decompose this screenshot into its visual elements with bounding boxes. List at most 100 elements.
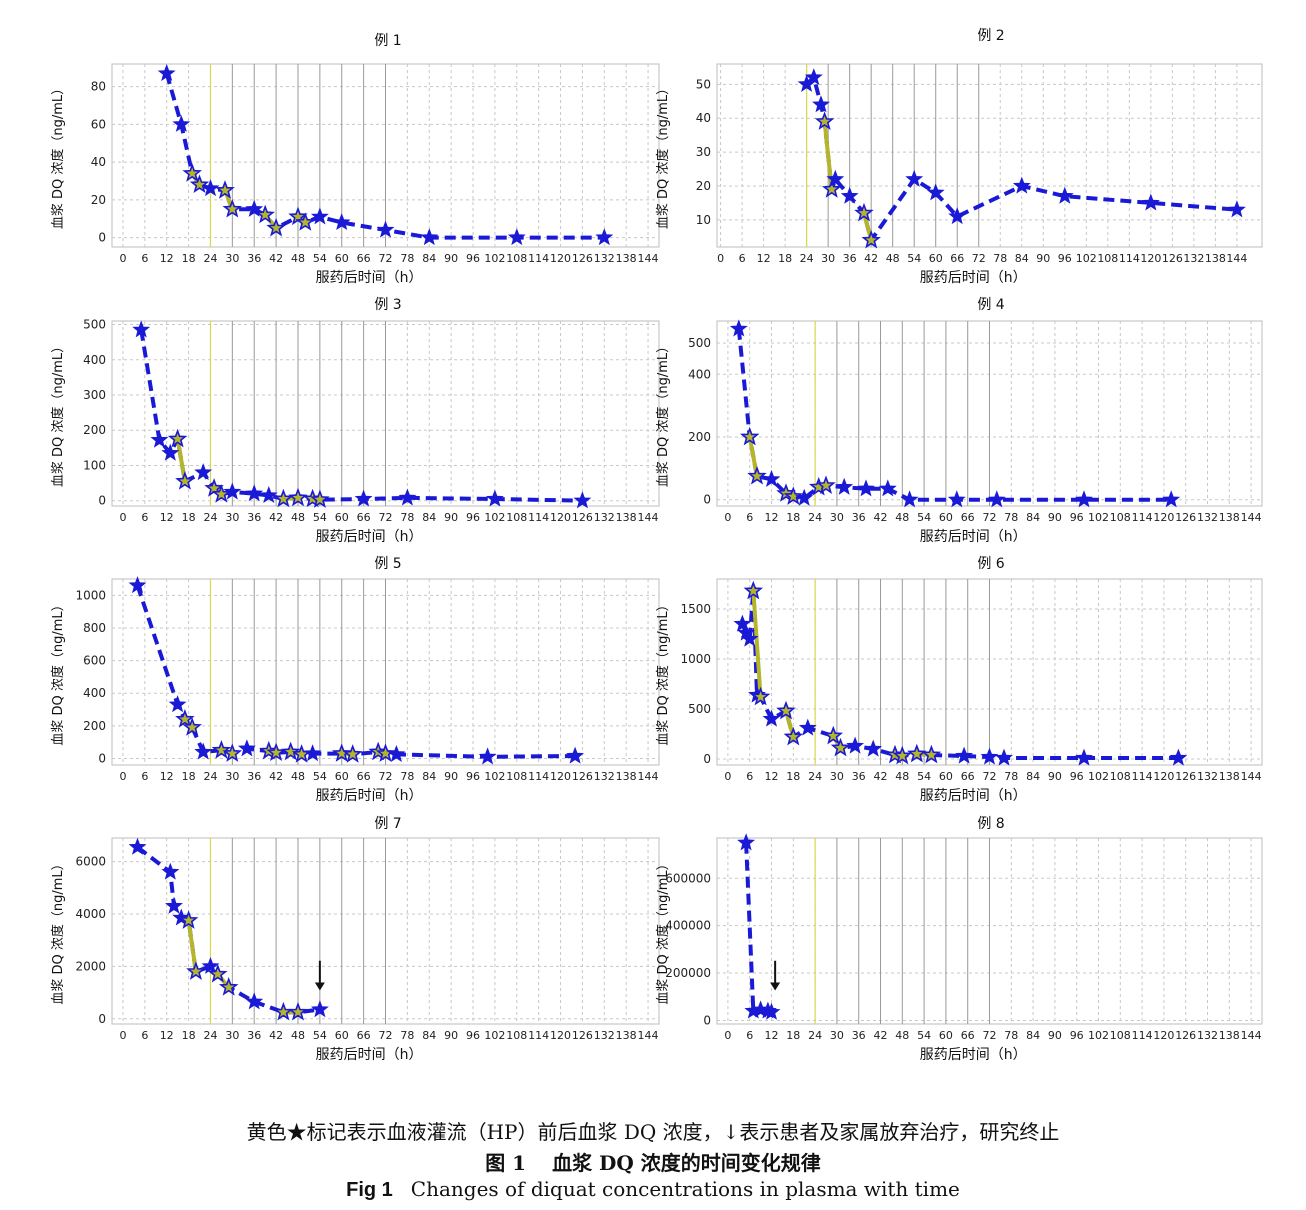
x-tick-label: 12: [765, 511, 779, 524]
x-tick-label: 114: [1132, 511, 1153, 524]
x-tick-label: 102: [484, 511, 505, 524]
x-tick-label: 84: [1015, 252, 1029, 265]
x-tick-label: 24: [203, 511, 217, 524]
figure-label-en: Fig 1: [346, 1179, 393, 1201]
x-tick-label: 48: [895, 770, 909, 783]
x-tick-label: 78: [993, 252, 1007, 265]
x-tick-label: 66: [357, 1029, 371, 1042]
hp-star-marker: [288, 1001, 308, 1021]
x-tick-label: 30: [821, 252, 835, 265]
x-axis-label: 服药后时间（h）: [920, 529, 1027, 545]
x-tick-label: 84: [1026, 511, 1040, 524]
star-marker: [987, 490, 1006, 508]
x-tick-label: 24: [203, 252, 217, 265]
hp-star-marker: [273, 488, 294, 508]
x-tick-label: 42: [269, 511, 283, 524]
star-marker: [387, 745, 406, 763]
x-tick-label: 42: [269, 1029, 283, 1042]
y-tick-label: 500: [83, 318, 106, 332]
x-tick-label: 24: [808, 511, 822, 524]
x-tick-label: 102: [1076, 252, 1097, 265]
star-marker: [737, 833, 756, 851]
y-tick-label: 0: [98, 1012, 106, 1026]
y-tick-label: 20: [91, 193, 106, 207]
x-tick-label: 96: [466, 511, 480, 524]
x-tick-label: 36: [843, 252, 857, 265]
x-tick-label: 114: [1132, 770, 1153, 783]
x-tick-label: 72: [379, 252, 393, 265]
x-tick-label: 96: [466, 1029, 480, 1042]
x-tick-label: 108: [1097, 252, 1118, 265]
y-tick-label: 200: [83, 719, 106, 733]
x-tick-label: 54: [917, 1029, 931, 1042]
x-axis-label: 服药后时间（h）: [920, 270, 1027, 286]
star-marker: [132, 320, 151, 338]
x-tick-label: 6: [141, 252, 148, 265]
y-tick-label: 1000: [680, 652, 711, 666]
x-tick-label: 72: [983, 770, 997, 783]
x-tick-label: 48: [291, 1029, 305, 1042]
x-tick-label: 36: [247, 511, 261, 524]
x-tick-label: 108: [506, 1029, 527, 1042]
x-tick-label: 84: [422, 511, 436, 524]
x-axis-label: 服药后时间（h）: [316, 788, 423, 804]
x-tick-label: 96: [466, 770, 480, 783]
hp-star-marker: [175, 471, 195, 490]
x-tick-label: 90: [1036, 252, 1050, 265]
star-marker: [1162, 490, 1181, 508]
y-axis-label: 血浆 DQ 浓度（ng/mL）: [655, 340, 671, 487]
x-tick-label: 12: [160, 1029, 174, 1042]
star-marker: [566, 746, 585, 764]
x-tick-label: 66: [961, 1029, 975, 1042]
star-marker: [201, 179, 220, 197]
y-tick-label: 10: [696, 213, 711, 227]
x-tick-label: 72: [972, 252, 986, 265]
x-axis-label: 服药后时间（h）: [316, 529, 423, 545]
chart-title: 例 2: [977, 28, 1004, 44]
chart-panel-7: 0 2000 4000 6000 0 6 12 18 24 30 36 42 48 54 60 66 72 78 8…: [50, 816, 660, 1063]
star-marker: [995, 748, 1013, 766]
x-tick-label: 48: [291, 511, 305, 524]
x-tick-label: 0: [724, 511, 731, 524]
x-tick-label: 12: [765, 1029, 779, 1042]
star-marker: [161, 862, 180, 880]
x-tick-label: 0: [119, 511, 126, 524]
x-tick-label: 78: [400, 770, 414, 783]
x-tick-label: 36: [247, 252, 261, 265]
y-tick-label: 300: [83, 388, 106, 402]
x-tick-label: 102: [1088, 1029, 1109, 1042]
x-tick-label: 54: [907, 252, 921, 265]
hp-star-marker: [189, 174, 210, 194]
hp-star-marker: [854, 202, 874, 222]
x-tick-label: 24: [800, 252, 814, 265]
y-tick-label: 200000: [665, 966, 711, 980]
x-tick-label: 6: [746, 511, 753, 524]
x-tick-label: 132: [1197, 770, 1218, 783]
star-marker: [762, 1002, 781, 1020]
x-tick-label: 42: [269, 252, 283, 265]
x-tick-label: 138: [1219, 770, 1240, 783]
x-tick-label: 138: [616, 1029, 637, 1042]
x-axis-label: 服药后时间（h）: [316, 1047, 423, 1063]
chart-title: 例 4: [977, 297, 1004, 313]
x-tick-label: 120: [550, 511, 571, 524]
star-marker: [980, 747, 999, 765]
hp-star-marker: [892, 745, 913, 765]
star-marker: [798, 718, 817, 736]
x-tick-label: 144: [1241, 1029, 1262, 1042]
x-tick-label: 126: [1175, 511, 1196, 524]
y-tick-label: 800: [83, 621, 106, 635]
hp-segment: [186, 920, 198, 972]
star-marker: [128, 837, 147, 855]
x-tick-label: 30: [225, 252, 239, 265]
hp-star-marker: [921, 744, 942, 764]
x-tick-label: 90: [1048, 770, 1062, 783]
x-tick-label: 78: [400, 252, 414, 265]
chart-panel-5: 0 200 400 600 800 1000 0 6 12 18 24 30 36 42 48 54 60 66 7…: [50, 556, 660, 804]
x-tick-label: 42: [269, 770, 283, 783]
star-marker: [485, 489, 504, 507]
star-marker: [905, 169, 924, 187]
hp-star-marker: [783, 486, 804, 505]
hp-star-marker: [739, 426, 760, 446]
star-marker: [150, 430, 169, 448]
